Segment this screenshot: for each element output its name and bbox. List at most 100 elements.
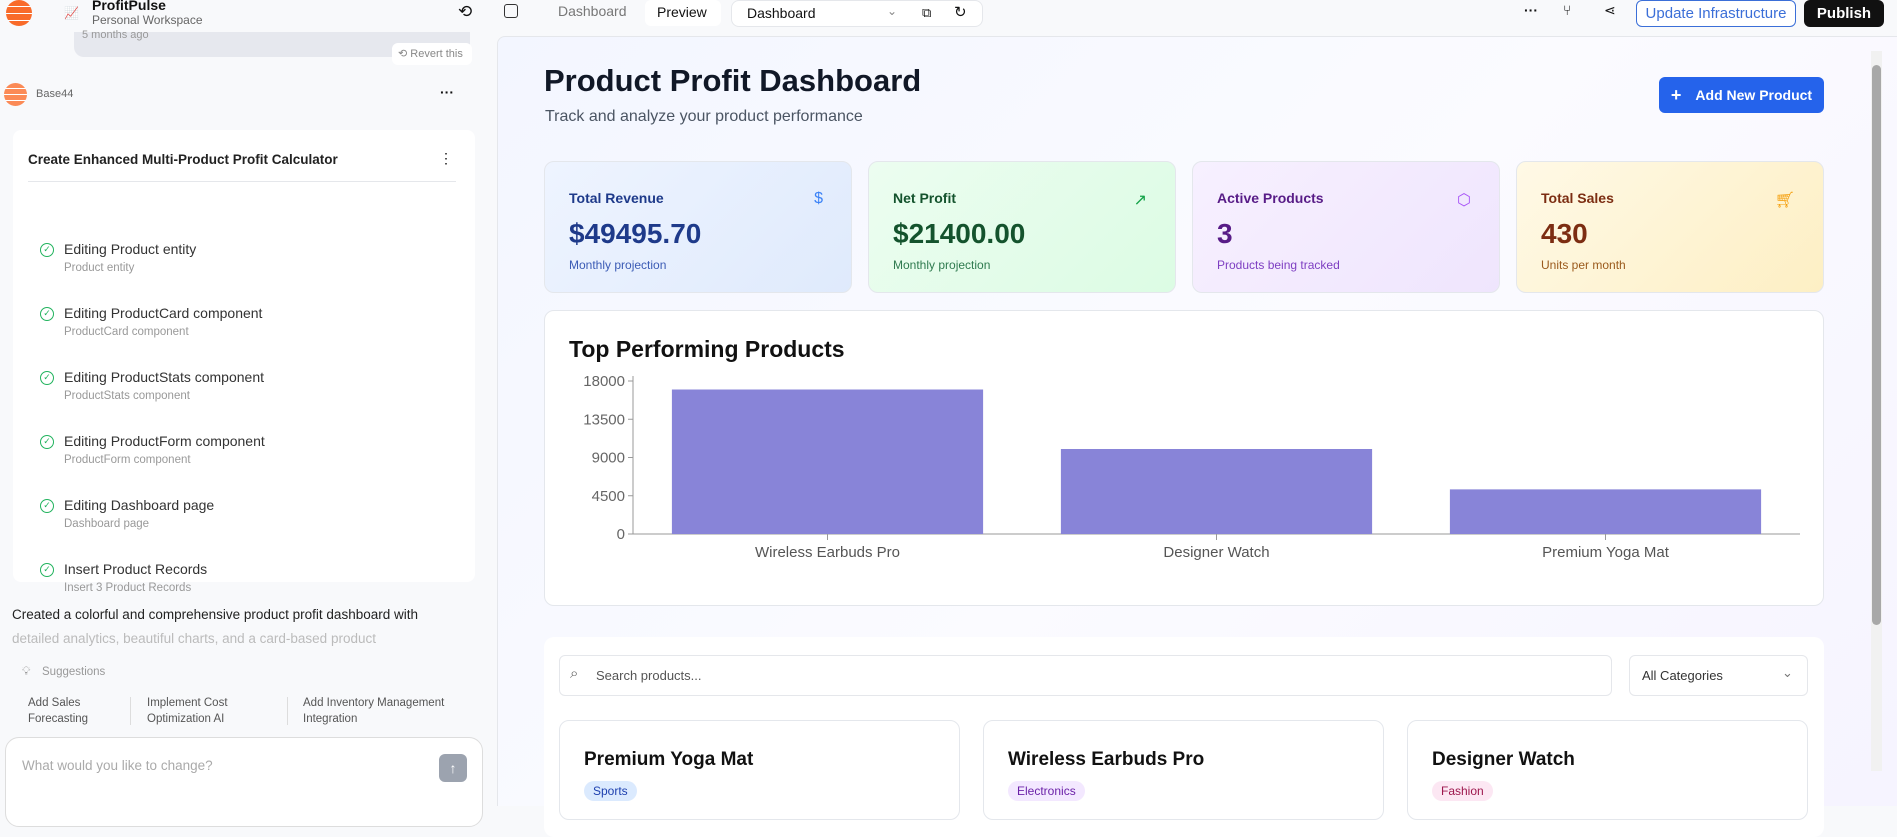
stat-subtitle: Units per month <box>1541 258 1626 272</box>
share-icon[interactable]: ⋖ <box>1604 2 1616 18</box>
tab-preview[interactable]: Preview <box>645 0 721 26</box>
y-tick-label: 9000 <box>592 450 625 467</box>
task-item-title: Editing ProductStats component <box>64 369 265 385</box>
x-tick-label: Wireless Earbuds Pro <box>755 544 900 561</box>
update-infrastructure-button[interactable]: Update Infrastructure <box>1636 0 1796 27</box>
check-circle-icon: ✓ <box>40 499 54 513</box>
top-bar: 📈 ProfitPulse Personal Workspace ⟲ Dashb… <box>0 0 1897 32</box>
bar-chart: 0 4500 9000 13500 18000 Wireless Earbuds Pro D… <box>583 373 1800 561</box>
dollar-icon: $ <box>814 190 823 207</box>
task-item-title: Editing Product entity <box>64 241 197 257</box>
category-select-value: All Categories <box>1642 668 1723 683</box>
message-text-faded: detailed analytics, beautiful charts, an… <box>12 631 376 646</box>
chevron-down-icon: ⌄ <box>887 4 898 18</box>
app-icon: 📈 <box>64 6 79 20</box>
add-new-product-button[interactable]: + Add New Product <box>1659 77 1824 113</box>
product-name: Wireless Earbuds Pro <box>1008 749 1205 770</box>
divider <box>28 181 456 182</box>
suggestion-item[interactable]: Add Sales Forecasting <box>28 697 89 725</box>
stat-title: Total Revenue <box>569 190 664 206</box>
github-icon[interactable]: ⑂ <box>1563 2 1572 18</box>
suggestions-label: Suggestions <box>42 666 106 678</box>
check-circle-icon: ✓ <box>40 371 54 385</box>
cart-icon: 🛒︎ <box>1774 192 1795 209</box>
task-item-subtitle: ProductCard component <box>64 326 189 338</box>
stat-card: Total Revenue $ $49495.70 Monthly projectio… <box>544 161 852 293</box>
collapse-sidebar-icon[interactable] <box>504 4 518 18</box>
base44-logo[interactable] <box>6 0 32 26</box>
product-name: Premium Yoga Mat <box>584 749 754 770</box>
chevron-down-icon: ⌄ <box>1782 665 1793 680</box>
stat-value: 430 <box>1541 218 1588 249</box>
task-item-subtitle: ProductForm component <box>64 454 191 466</box>
page-title: Product Profit Dashboard <box>544 63 922 98</box>
preview-pane: Product Profit Dashboard Track and analy… <box>497 36 1897 837</box>
stat-subtitle: Monthly projection <box>893 258 991 272</box>
task-item-title: Editing ProductForm component <box>64 433 265 449</box>
scrollbar-thumb[interactable] <box>1872 65 1881 625</box>
page-select[interactable]: Dashboard ⌄ ⧉ ↻ <box>731 0 983 27</box>
stat-card: Net Profit ↗ $21400.00 Monthly projection <box>868 161 1176 293</box>
scrollbar[interactable] <box>1871 51 1882 771</box>
message-time: 5 months ago <box>82 29 149 41</box>
task-item-subtitle: Product entity <box>64 262 135 274</box>
check-circle-icon: ✓ <box>40 435 54 449</box>
check-circle-icon: ✓ <box>40 307 54 321</box>
bar <box>671 389 984 534</box>
divider <box>130 697 131 725</box>
task-menu-icon[interactable]: ⋮ <box>439 150 453 166</box>
more-icon[interactable]: ··· <box>1524 2 1538 18</box>
stat-card: Total Sales 🛒︎ 430 Units per month <box>1516 161 1824 293</box>
product-card[interactable]: Designer Watch Fashion <box>1407 720 1808 820</box>
product-card[interactable]: Premium Yoga Mat Sports <box>559 720 960 820</box>
category-badge: Sports <box>584 781 637 801</box>
page-subtitle: Track and analyze your product performan… <box>545 108 863 125</box>
stat-title: Total Sales <box>1541 190 1614 206</box>
refresh-icon[interactable]: ↻ <box>954 4 967 21</box>
device-icon[interactable]: ⧉ <box>922 5 932 20</box>
author-name: Base44 <box>36 88 74 100</box>
x-tick-label: Designer Watch <box>1163 544 1269 561</box>
task-item-title: Editing Dashboard page <box>64 497 215 513</box>
product-name: Designer Watch <box>1432 749 1575 770</box>
stat-value: $49495.70 <box>569 218 702 249</box>
y-tick-label: 4500 <box>592 488 625 505</box>
x-tick-label: Premium Yoga Mat <box>1542 544 1670 561</box>
chat-input[interactable]: What would you like to change? ↑ <box>5 737 483 827</box>
publish-button[interactable]: Publish <box>1804 0 1884 27</box>
check-circle-icon: ✓ <box>40 563 54 577</box>
app-name[interactable]: ProfitPulse <box>92 0 166 13</box>
bar <box>1449 489 1762 534</box>
suggestion-item[interactable]: Add Inventory Management Integration <box>303 697 445 725</box>
search-placeholder: Search products... <box>596 668 702 683</box>
search-input[interactable]: ⌕ Search products... <box>559 655 1612 696</box>
bar <box>1060 449 1373 534</box>
revert-button[interactable]: ⟲ Revert this <box>392 43 472 65</box>
lightbulb-icon: 💡︎ <box>22 664 31 678</box>
task-item-subtitle: ProductStats component <box>64 390 190 402</box>
divider <box>287 697 288 725</box>
base44-avatar <box>4 83 27 106</box>
page-select-value: Dashboard <box>747 5 816 21</box>
category-select[interactable]: All Categories ⌄ <box>1629 655 1808 696</box>
suggestion-item[interactable]: Implement Cost Optimization AI <box>147 697 228 725</box>
trending-up-icon: ↗ <box>1133 192 1147 209</box>
y-tick-label: 13500 <box>583 411 625 428</box>
history-icon[interactable]: ⟲ <box>458 2 473 21</box>
chart-card: Top Performing Products 0 4500 9000 13500 18… <box>544 310 1824 606</box>
message-more-icon[interactable]: ··· <box>440 84 454 100</box>
category-badge: Electronics <box>1008 781 1085 801</box>
y-tick-label: 0 <box>617 526 625 543</box>
task-item-title: Insert Product Records <box>64 561 208 577</box>
product-card[interactable]: Wireless Earbuds Pro Electronics <box>983 720 1384 820</box>
tab-dashboard[interactable]: Dashboard <box>558 3 627 19</box>
message-text: Created a colorful and comprehensive pro… <box>12 607 418 622</box>
chart-title: Top Performing Products <box>569 336 845 362</box>
task-item-subtitle: Dashboard page <box>64 518 150 530</box>
stat-value: 3 <box>1217 218 1233 249</box>
check-circle-icon: ✓ <box>40 243 54 257</box>
task-card: Create Enhanced Multi-Product Profit Cal… <box>13 130 475 582</box>
stat-subtitle: Monthly projection <box>569 258 667 272</box>
chat-input-placeholder: What would you like to change? <box>22 758 213 773</box>
send-button[interactable]: ↑ <box>439 754 467 782</box>
